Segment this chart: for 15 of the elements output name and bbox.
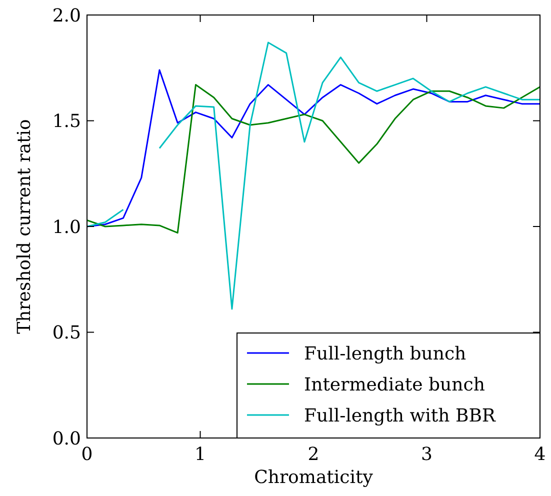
y-tick-label: 1.5 (52, 111, 81, 132)
x-axis-title: Chromaticity (254, 467, 374, 488)
y-axis-title: Threshold current ratio (14, 119, 35, 334)
x-tick-label: 2 (308, 444, 320, 465)
x-tick-label: 3 (421, 444, 432, 465)
legend-label: Full-length with BBR (304, 405, 496, 426)
legend-label: Full-length bunch (304, 343, 467, 364)
y-tick-label: 0.0 (52, 428, 81, 450)
legend-label: Intermediate bunch (304, 374, 486, 396)
x-tick-label: 0 (81, 444, 93, 465)
y-tick-label: 0.5 (52, 322, 81, 344)
y-tick-label: 2.0 (52, 5, 81, 26)
x-tick-label: 4 (534, 444, 546, 465)
x-tick-label: 1 (194, 444, 206, 465)
y-tick-label: 1.0 (52, 216, 81, 238)
